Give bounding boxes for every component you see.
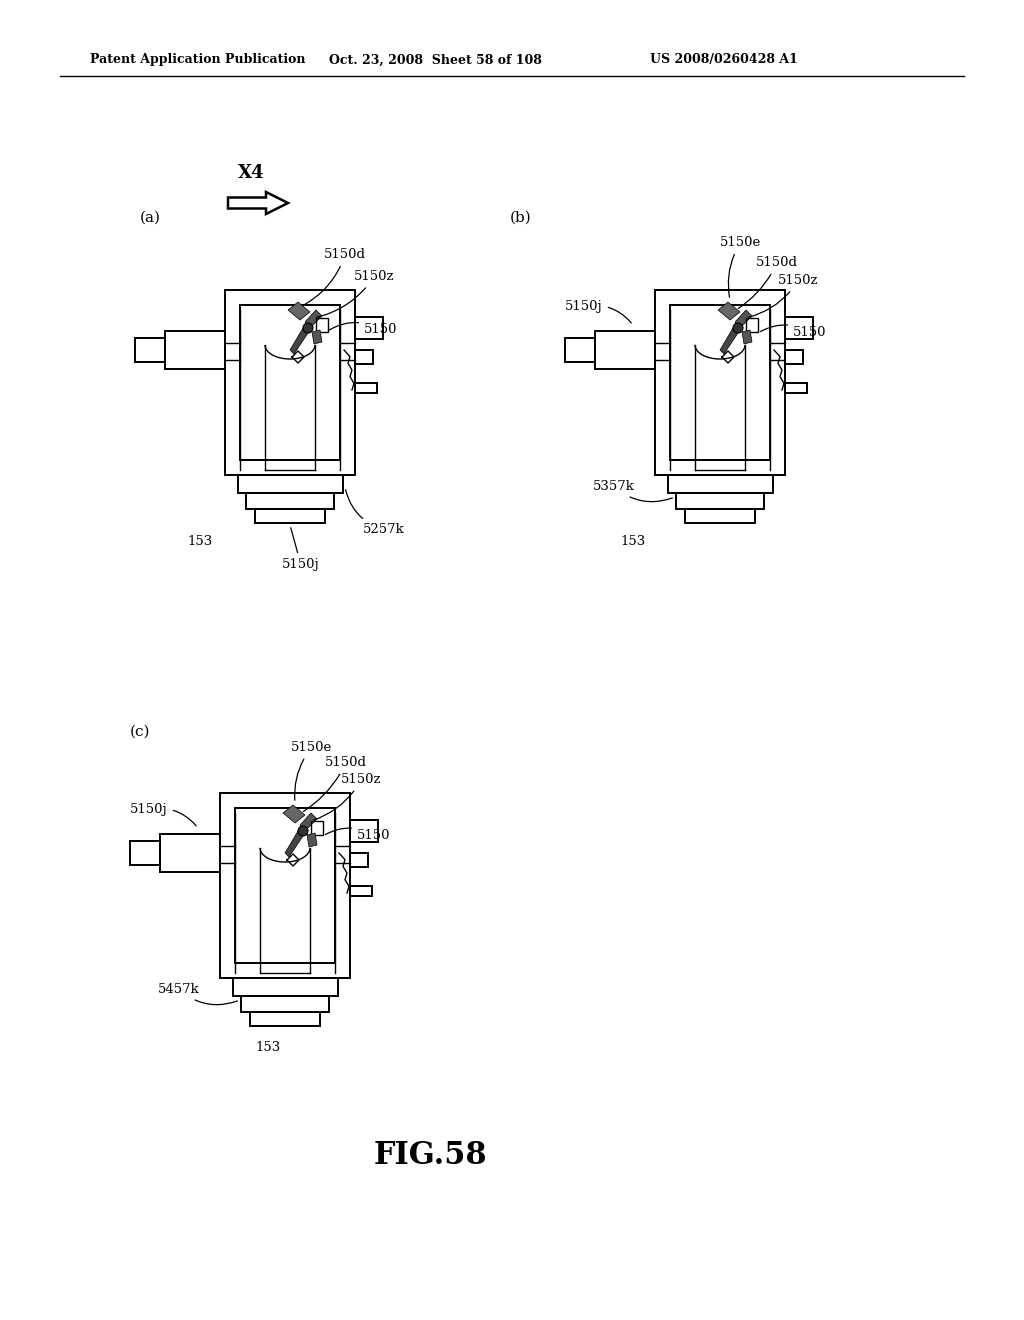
Bar <box>350 886 372 896</box>
Bar <box>240 305 340 459</box>
Bar <box>676 492 764 510</box>
Text: (a): (a) <box>140 211 161 224</box>
Text: 5150z: 5150z <box>749 275 818 317</box>
Circle shape <box>303 323 313 333</box>
Text: 5150j: 5150j <box>565 300 631 323</box>
Bar <box>565 338 595 362</box>
Bar <box>785 317 813 339</box>
Polygon shape <box>312 330 322 345</box>
Text: X4: X4 <box>238 164 264 182</box>
Bar <box>130 841 160 865</box>
Text: 5150: 5150 <box>761 325 826 339</box>
Text: 5150z: 5150z <box>316 271 394 317</box>
Polygon shape <box>288 302 310 319</box>
Text: US 2008/0260428 A1: US 2008/0260428 A1 <box>650 54 798 66</box>
Text: 5150: 5150 <box>329 322 397 337</box>
Bar <box>255 510 325 523</box>
Bar <box>234 808 335 964</box>
Polygon shape <box>305 310 322 327</box>
Text: Patent Application Publication: Patent Application Publication <box>90 54 305 66</box>
Bar <box>670 305 770 459</box>
Bar <box>246 492 334 510</box>
Bar <box>595 331 655 370</box>
Circle shape <box>298 826 308 836</box>
Text: 5150j: 5150j <box>130 803 197 826</box>
Polygon shape <box>285 826 305 857</box>
Bar <box>220 793 350 978</box>
Text: 5150d: 5150d <box>304 248 366 305</box>
Text: 5457k: 5457k <box>158 983 238 1005</box>
Bar <box>355 317 383 339</box>
Text: 5257k: 5257k <box>346 490 404 536</box>
Text: 5150e: 5150e <box>291 741 332 800</box>
Bar <box>160 834 220 873</box>
Bar <box>165 331 225 370</box>
Text: 5150z: 5150z <box>313 774 382 820</box>
Bar <box>316 318 328 333</box>
Bar <box>232 978 338 997</box>
Bar <box>685 510 755 523</box>
Bar <box>785 383 807 393</box>
Bar <box>241 997 329 1012</box>
Text: 5150: 5150 <box>326 828 390 842</box>
Polygon shape <box>307 833 317 847</box>
Bar <box>746 318 758 333</box>
Polygon shape <box>742 330 752 345</box>
Bar <box>655 290 785 475</box>
Polygon shape <box>735 310 752 327</box>
Polygon shape <box>300 813 317 832</box>
Bar <box>311 821 323 836</box>
Polygon shape <box>718 302 740 319</box>
Text: (c): (c) <box>130 725 151 739</box>
Text: (b): (b) <box>510 211 531 224</box>
Text: 5150e: 5150e <box>720 236 761 297</box>
Text: FIG.58: FIG.58 <box>373 1139 486 1171</box>
Text: 5150d: 5150d <box>738 256 798 309</box>
Text: Oct. 23, 2008  Sheet 58 of 108: Oct. 23, 2008 Sheet 58 of 108 <box>329 54 542 66</box>
Polygon shape <box>283 805 305 822</box>
Bar <box>135 338 165 362</box>
Polygon shape <box>290 323 310 354</box>
Bar <box>668 475 772 492</box>
Bar <box>350 853 368 867</box>
Text: 153: 153 <box>255 1041 281 1053</box>
Bar <box>238 475 342 492</box>
Bar <box>355 383 377 393</box>
Circle shape <box>733 323 743 333</box>
Bar <box>225 290 355 475</box>
Text: 153: 153 <box>620 535 645 548</box>
Text: 5150d: 5150d <box>303 756 367 812</box>
Polygon shape <box>228 191 288 214</box>
Text: 153: 153 <box>187 535 212 548</box>
Bar <box>350 820 378 842</box>
Text: 5357k: 5357k <box>593 480 673 502</box>
Bar <box>785 350 803 364</box>
Text: 5150j: 5150j <box>282 528 319 572</box>
Polygon shape <box>720 323 740 354</box>
Bar <box>355 350 373 364</box>
Bar <box>250 1012 319 1026</box>
